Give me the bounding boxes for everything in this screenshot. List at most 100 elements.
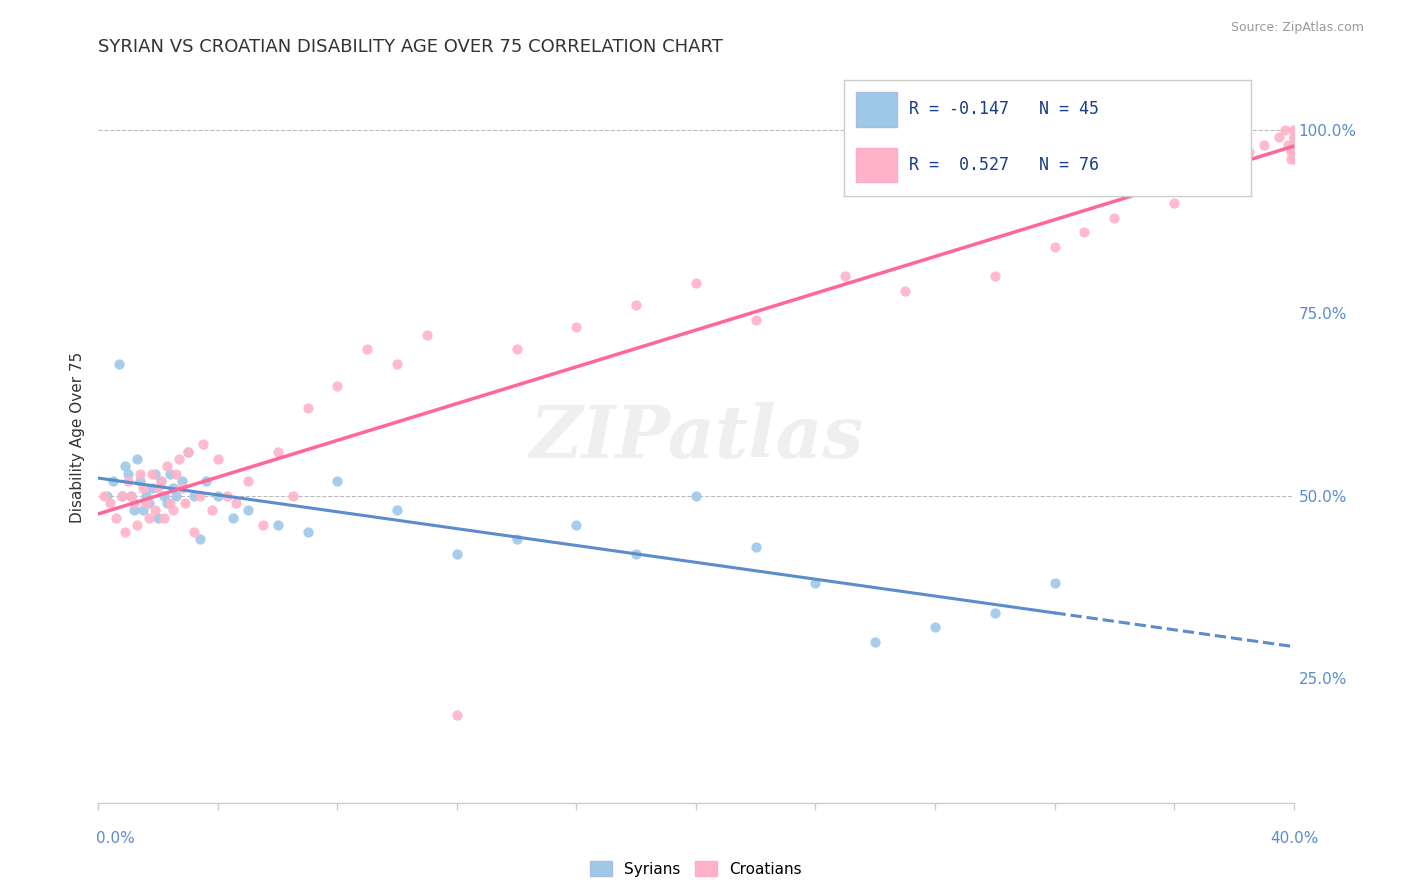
Point <box>148 510 170 524</box>
Point <box>1073 225 1095 239</box>
Point <box>127 517 149 532</box>
Point <box>565 320 588 334</box>
Point <box>127 452 149 467</box>
Point <box>1267 130 1289 145</box>
Point <box>1279 152 1302 166</box>
Point <box>117 467 139 481</box>
Point <box>1223 152 1246 166</box>
Point <box>167 452 190 467</box>
Point <box>159 496 181 510</box>
Point <box>105 510 128 524</box>
Point <box>297 401 319 415</box>
Point <box>1279 145 1302 159</box>
Point <box>132 503 155 517</box>
Point <box>565 517 588 532</box>
Y-axis label: Disability Age Over 75: Disability Age Over 75 <box>69 351 84 523</box>
Text: 40.0%: 40.0% <box>1271 831 1319 846</box>
Point <box>236 474 259 488</box>
Point <box>1237 145 1260 159</box>
Point <box>1282 137 1305 152</box>
Point <box>1277 137 1299 152</box>
Point <box>297 525 319 540</box>
Point <box>172 474 194 488</box>
Point <box>201 503 224 517</box>
Point <box>150 474 173 488</box>
Point <box>984 269 1007 284</box>
Point <box>132 481 155 495</box>
Point <box>100 496 122 510</box>
Point <box>124 503 146 517</box>
Point <box>188 533 211 547</box>
Point <box>252 517 274 532</box>
Point <box>188 489 211 503</box>
Point <box>385 357 409 371</box>
Point <box>135 496 157 510</box>
Point <box>1282 152 1305 166</box>
Point <box>141 467 163 481</box>
Point <box>685 489 707 503</box>
Point <box>172 481 194 495</box>
Point <box>356 343 378 357</box>
Point <box>153 510 176 524</box>
Point <box>195 474 218 488</box>
Point <box>120 489 142 503</box>
Point <box>162 481 184 495</box>
Point <box>745 540 768 554</box>
Point <box>804 576 827 591</box>
Bar <box>856 92 897 127</box>
Point <box>385 503 409 517</box>
Point <box>215 489 238 503</box>
Point <box>177 444 200 458</box>
Point <box>177 444 200 458</box>
Bar <box>856 147 897 182</box>
Point <box>1282 137 1305 152</box>
Point <box>162 503 184 517</box>
Point <box>143 467 166 481</box>
Point <box>984 606 1007 620</box>
Point <box>156 459 179 474</box>
Point <box>1282 137 1305 152</box>
Point <box>165 467 187 481</box>
Point <box>281 489 304 503</box>
Point <box>222 510 245 524</box>
Point <box>1282 123 1305 137</box>
Point <box>225 496 247 510</box>
Point <box>236 503 259 517</box>
Point <box>207 452 229 467</box>
Point <box>894 284 917 298</box>
Point <box>108 357 131 371</box>
Point <box>1043 576 1066 591</box>
Point <box>685 277 707 291</box>
Point <box>207 489 229 503</box>
Point <box>267 517 290 532</box>
Text: R = -0.147   N = 45: R = -0.147 N = 45 <box>908 100 1099 119</box>
Text: Source: ZipAtlas.com: Source: ZipAtlas.com <box>1230 21 1364 34</box>
Point <box>745 313 768 327</box>
Point <box>114 459 136 474</box>
Point <box>124 496 146 510</box>
Point <box>111 489 134 503</box>
Point <box>626 547 648 561</box>
Point <box>148 481 170 495</box>
Point <box>174 496 197 510</box>
Point <box>1043 240 1066 254</box>
Point <box>138 510 160 524</box>
Point <box>156 496 179 510</box>
Point <box>183 525 205 540</box>
Legend: Syrians, Croatians: Syrians, Croatians <box>583 855 808 883</box>
Point <box>267 444 290 458</box>
Point <box>1104 211 1126 225</box>
Point <box>834 269 856 284</box>
Point <box>117 474 139 488</box>
Point <box>506 533 529 547</box>
Point <box>626 298 648 312</box>
Point <box>1282 123 1305 137</box>
Point <box>446 547 468 561</box>
Point <box>416 327 439 342</box>
Point <box>143 503 166 517</box>
Point <box>1282 130 1305 145</box>
Point <box>159 467 181 481</box>
Point <box>924 620 946 634</box>
Point <box>1253 137 1275 152</box>
Point <box>135 489 157 503</box>
